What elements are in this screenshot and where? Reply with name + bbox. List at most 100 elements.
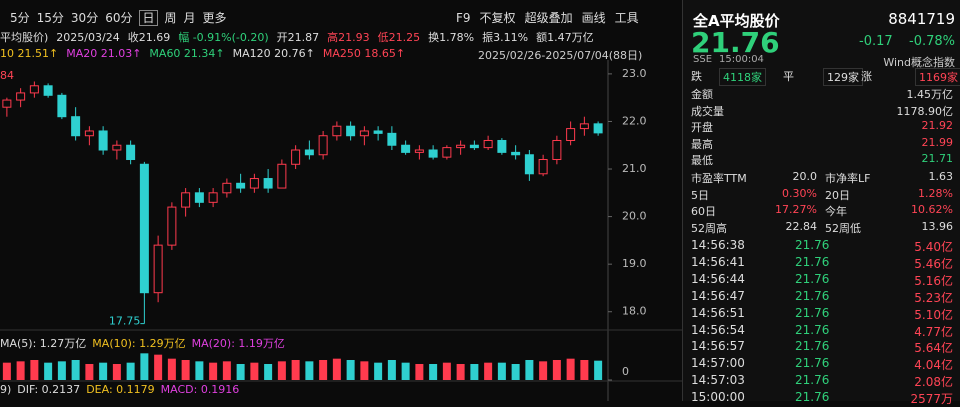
trade-price: 21.76 [795,288,830,303]
candle-body [249,178,259,189]
breadth-label: 涨 [861,70,872,83]
trade-time: 14:56:41 [691,254,745,269]
volume-bar [332,358,341,380]
trade-time: 14:56:47 [691,288,745,303]
info-item: 振3.11% [482,31,529,44]
toolbar-button[interactable]: 不复权 [479,11,516,25]
volume-bar [415,364,424,380]
candle-body [153,244,163,294]
volume-bar [552,360,561,380]
candle-body [98,130,108,151]
volume-bar [222,361,231,380]
volume-bar [167,358,176,380]
volume-bar [264,364,273,380]
trade-price: 21.76 [795,390,830,405]
candle-body [387,132,397,146]
grid-label: 20日 [825,188,850,202]
grid-label: 52周低 [825,221,861,235]
toolbar-tab[interactable]: 月 [183,11,196,25]
quote-concept: Wind概念指数 [883,56,955,69]
quote-change: -0.17 [859,34,893,49]
info-item: 低21.25 [377,31,421,44]
toolbar-tab[interactable]: 周 [164,11,177,25]
chart-area: 5分 15分 30分 60分日周月更多 F9 不复权 超级叠加 画线 工具 平均股价) 2025… [0,9,682,401]
toolbar-right: F9 不复权 超级叠加 画线 工具 [456,9,648,26]
stat-label: 成交量 [691,104,724,118]
volume-bar: MA(5): 1.27万亿 MA(10): 1.29万亿 MA(20): 1.19万… [0,335,291,351]
y-tick-label: 22.0 [622,114,647,127]
volume-bar [99,362,108,380]
candle-body [236,182,246,189]
trade-time: 14:56:44 [691,271,745,286]
candle-body [277,163,287,189]
y-tick-label: 19.0 [622,257,647,270]
ma-item: MA250 18.65↑ [322,47,406,60]
volume-bar [346,360,355,380]
info-bar: 平均股价) 2025/03/24 收21.69 幅 -0.91%(-0.20) 开21.… [0,29,602,45]
trade-price: 21.76 [795,238,830,252]
volume-bar [236,364,245,380]
trade-price: 21.76 [795,339,830,354]
chart: 23.0 22.0 21.0 20.0 19.0 18.0 17.75 84 0 [0,60,682,401]
toolbar-tab[interactable]: 15分 [36,11,64,25]
quote-panel: 全A平均股价 8841719 21.76 -0.17 -0.78% SSE 15… [682,0,960,406]
grid-label: 市净率LF [825,172,871,185]
trade-volume: 5.64亿 [914,341,953,356]
volume-bar [387,360,396,380]
trade-volume: 4.77亿 [914,324,953,339]
ma-item: MA60 21.34↑ [149,47,225,60]
info-item: 平均股价) [0,31,49,44]
trade-time: 14:56:51 [691,305,745,320]
candle-body [57,94,67,118]
toolbar-button[interactable]: 画线 [581,11,606,25]
volume-bar [360,361,369,380]
toolbar-button[interactable]: 工具 [614,11,639,25]
volume-bar [566,358,575,380]
candle-body [566,128,576,141]
candle-body [222,182,232,194]
trade-time: 14:56:54 [691,322,745,337]
volume-bar [429,364,438,380]
info-item: 额1.47万亿 [536,31,594,44]
toolbar-button[interactable]: F9 [456,11,471,25]
grid-label: 52周高 [691,221,727,235]
trade-price: 21.76 [795,254,830,269]
ma-item: MA120 20.76↑ [232,47,315,60]
candle-body [456,144,466,149]
trade-volume: 2577万 [910,392,953,407]
candle-body [483,139,493,149]
trade-price: 21.76 [795,271,830,286]
volume-bar [277,361,286,380]
candle-body [167,206,177,246]
trade-time: 15:00:00 [691,390,745,405]
volume-bar [16,361,25,380]
volume-bar [2,362,11,380]
info-item: 高21.93 [327,31,370,44]
toolbar-button[interactable]: 超级叠加 [524,11,573,25]
toolbar-tab[interactable]: 日 [139,10,158,26]
macd-item: MACD: 0.1916 [160,383,240,396]
candle-body [497,139,507,153]
info-item: 幅 -0.91%(-0.20) [178,31,269,44]
volume-bar [209,362,218,380]
volume-bar [525,360,534,380]
volume-bar [44,362,53,380]
toolbar-tab[interactable]: 更多 [202,11,227,25]
quote-price: 21.76 [691,26,780,59]
candle-body [524,154,534,175]
trade-time: 14:56:57 [691,339,745,354]
toolbar-tab[interactable]: 5分 [10,11,30,25]
toolbar-tab[interactable]: 60分 [105,11,133,25]
candle-body [112,144,122,151]
stat-label: 最高 [691,137,713,151]
toolbar-tab[interactable]: 30分 [70,11,99,25]
ma-item: MA20 21.03↑ [66,47,142,60]
grid-value: 17.27% [775,203,817,216]
candle-body [84,130,94,137]
grid-label: 5日 [691,188,709,202]
stat-value: 21.99 [921,135,954,149]
trade-volume: 2.08亿 [914,375,953,390]
info-item: 收21.69 [127,31,171,44]
volume-bar [497,362,506,380]
